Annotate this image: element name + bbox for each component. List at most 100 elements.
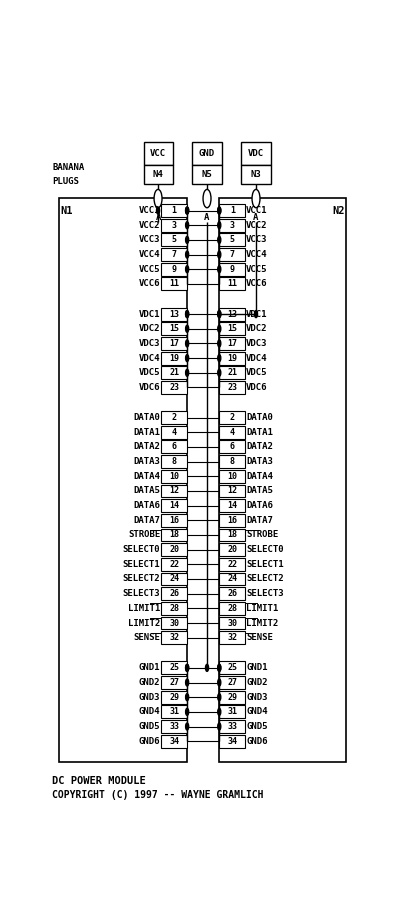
Text: A: A (155, 213, 161, 222)
Text: DATA3: DATA3 (134, 458, 160, 466)
Circle shape (156, 207, 160, 214)
Text: 4: 4 (171, 428, 177, 436)
Bar (219, 735, 245, 748)
Bar (241, 142, 271, 165)
Bar (143, 165, 173, 185)
Text: VDC4: VDC4 (246, 353, 268, 362)
Text: 10: 10 (169, 472, 179, 480)
Bar (219, 617, 245, 630)
Text: 31: 31 (169, 707, 179, 716)
Circle shape (218, 339, 221, 347)
Text: GND1: GND1 (246, 663, 268, 673)
Bar (219, 277, 245, 290)
Bar (219, 587, 245, 600)
Bar (161, 219, 187, 231)
Bar (219, 500, 245, 512)
Bar (219, 485, 245, 498)
Bar (161, 366, 187, 379)
Circle shape (186, 251, 189, 258)
Text: 3: 3 (230, 221, 235, 230)
Text: 6: 6 (230, 443, 235, 451)
Text: VCC6: VCC6 (246, 279, 268, 288)
Text: VCC5: VCC5 (246, 264, 268, 274)
Text: 12: 12 (227, 487, 237, 495)
Text: GND5: GND5 (246, 722, 268, 731)
Text: 13: 13 (169, 309, 179, 318)
Circle shape (186, 355, 189, 361)
Text: 28: 28 (227, 604, 237, 613)
Text: VCC5: VCC5 (139, 264, 160, 274)
Bar (219, 198, 346, 761)
Bar (161, 573, 187, 586)
Text: A: A (204, 213, 210, 222)
Text: 24: 24 (227, 575, 237, 584)
Text: VCC6: VCC6 (139, 279, 160, 288)
Circle shape (218, 694, 221, 701)
Circle shape (186, 236, 189, 243)
Text: LIMIT1: LIMIT1 (128, 604, 160, 613)
Bar (219, 631, 245, 644)
Text: SELECT1: SELECT1 (246, 560, 284, 569)
Bar (219, 602, 245, 615)
Text: DATA4: DATA4 (134, 472, 160, 480)
Text: 3: 3 (171, 221, 177, 230)
Circle shape (218, 310, 221, 318)
Circle shape (186, 664, 189, 672)
Bar (161, 691, 187, 704)
Circle shape (254, 310, 258, 318)
Circle shape (218, 251, 221, 258)
Circle shape (218, 664, 221, 672)
Bar (161, 662, 187, 674)
Text: 34: 34 (169, 737, 179, 746)
Bar (219, 691, 245, 704)
Circle shape (186, 310, 189, 318)
Text: 9: 9 (171, 264, 177, 274)
Text: SENSE: SENSE (246, 633, 273, 642)
Text: GND1: GND1 (139, 663, 160, 673)
Text: 30: 30 (169, 619, 179, 628)
Text: VDC1: VDC1 (139, 309, 160, 318)
Bar (161, 514, 187, 527)
Text: 15: 15 (227, 324, 237, 333)
Bar (219, 720, 245, 733)
Bar (161, 233, 187, 246)
Text: GND: GND (199, 148, 215, 157)
Text: VDC2: VDC2 (246, 324, 268, 333)
Bar (161, 440, 187, 454)
Circle shape (186, 694, 189, 701)
Text: 5: 5 (171, 235, 177, 244)
Bar (161, 307, 187, 320)
Text: DATA2: DATA2 (246, 443, 273, 451)
Circle shape (186, 723, 189, 730)
Circle shape (186, 664, 189, 672)
Text: DC POWER MODULE: DC POWER MODULE (53, 776, 146, 786)
Text: COPYRIGHT (C) 1997 -- WAYNE GRAMLICH: COPYRIGHT (C) 1997 -- WAYNE GRAMLICH (53, 790, 264, 800)
Circle shape (218, 723, 221, 730)
Text: GND6: GND6 (139, 737, 160, 746)
Bar (241, 165, 271, 185)
Text: 32: 32 (169, 633, 179, 642)
Text: SELECT0: SELECT0 (246, 545, 284, 554)
Bar (161, 500, 187, 512)
Text: 27: 27 (227, 678, 237, 687)
Circle shape (218, 207, 221, 214)
Bar (219, 337, 245, 350)
Bar (161, 455, 187, 468)
Bar (219, 558, 245, 571)
Text: SELECT0: SELECT0 (122, 545, 160, 554)
Circle shape (186, 708, 189, 716)
Bar (161, 411, 187, 424)
Bar (192, 142, 222, 165)
Text: VCC2: VCC2 (246, 221, 268, 230)
Text: GND4: GND4 (139, 707, 160, 716)
Text: VCC3: VCC3 (139, 235, 160, 244)
Text: 34: 34 (227, 737, 237, 746)
Circle shape (218, 370, 221, 376)
Text: 27: 27 (169, 678, 179, 687)
Bar (219, 351, 245, 364)
Bar (219, 233, 245, 246)
Text: VDC6: VDC6 (246, 383, 268, 392)
Circle shape (218, 236, 221, 243)
Text: VDC: VDC (248, 148, 264, 157)
Text: DATA1: DATA1 (246, 428, 273, 436)
